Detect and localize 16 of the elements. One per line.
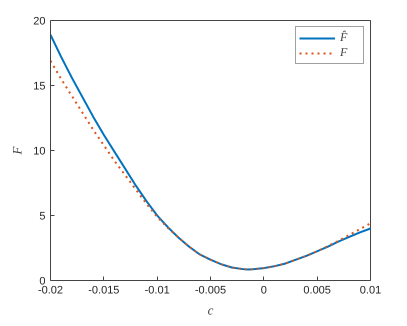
- x-axis-title: c: [208, 302, 214, 318]
- legend-label: F: [340, 45, 348, 60]
- x-tick-label: -0.015: [88, 284, 120, 296]
- y-tick-label: 20: [33, 16, 46, 28]
- x-tick-label: -0.005: [194, 284, 226, 296]
- y-tick-label: 15: [33, 80, 46, 92]
- x-tick-label: 0.01: [360, 284, 382, 296]
- y-tick-label: 10: [33, 146, 46, 158]
- x-tick-label: -0.02: [38, 284, 64, 296]
- y-axis-title: F: [9, 145, 24, 156]
- x-tick-label: -0.01: [144, 284, 170, 296]
- legend-label: F̂: [340, 30, 348, 45]
- y-tick-label: 5: [39, 210, 46, 222]
- x-tick-label: 0: [260, 284, 267, 296]
- x-tick-label: 0.005: [303, 284, 331, 296]
- y-tick-label: 0: [39, 276, 46, 288]
